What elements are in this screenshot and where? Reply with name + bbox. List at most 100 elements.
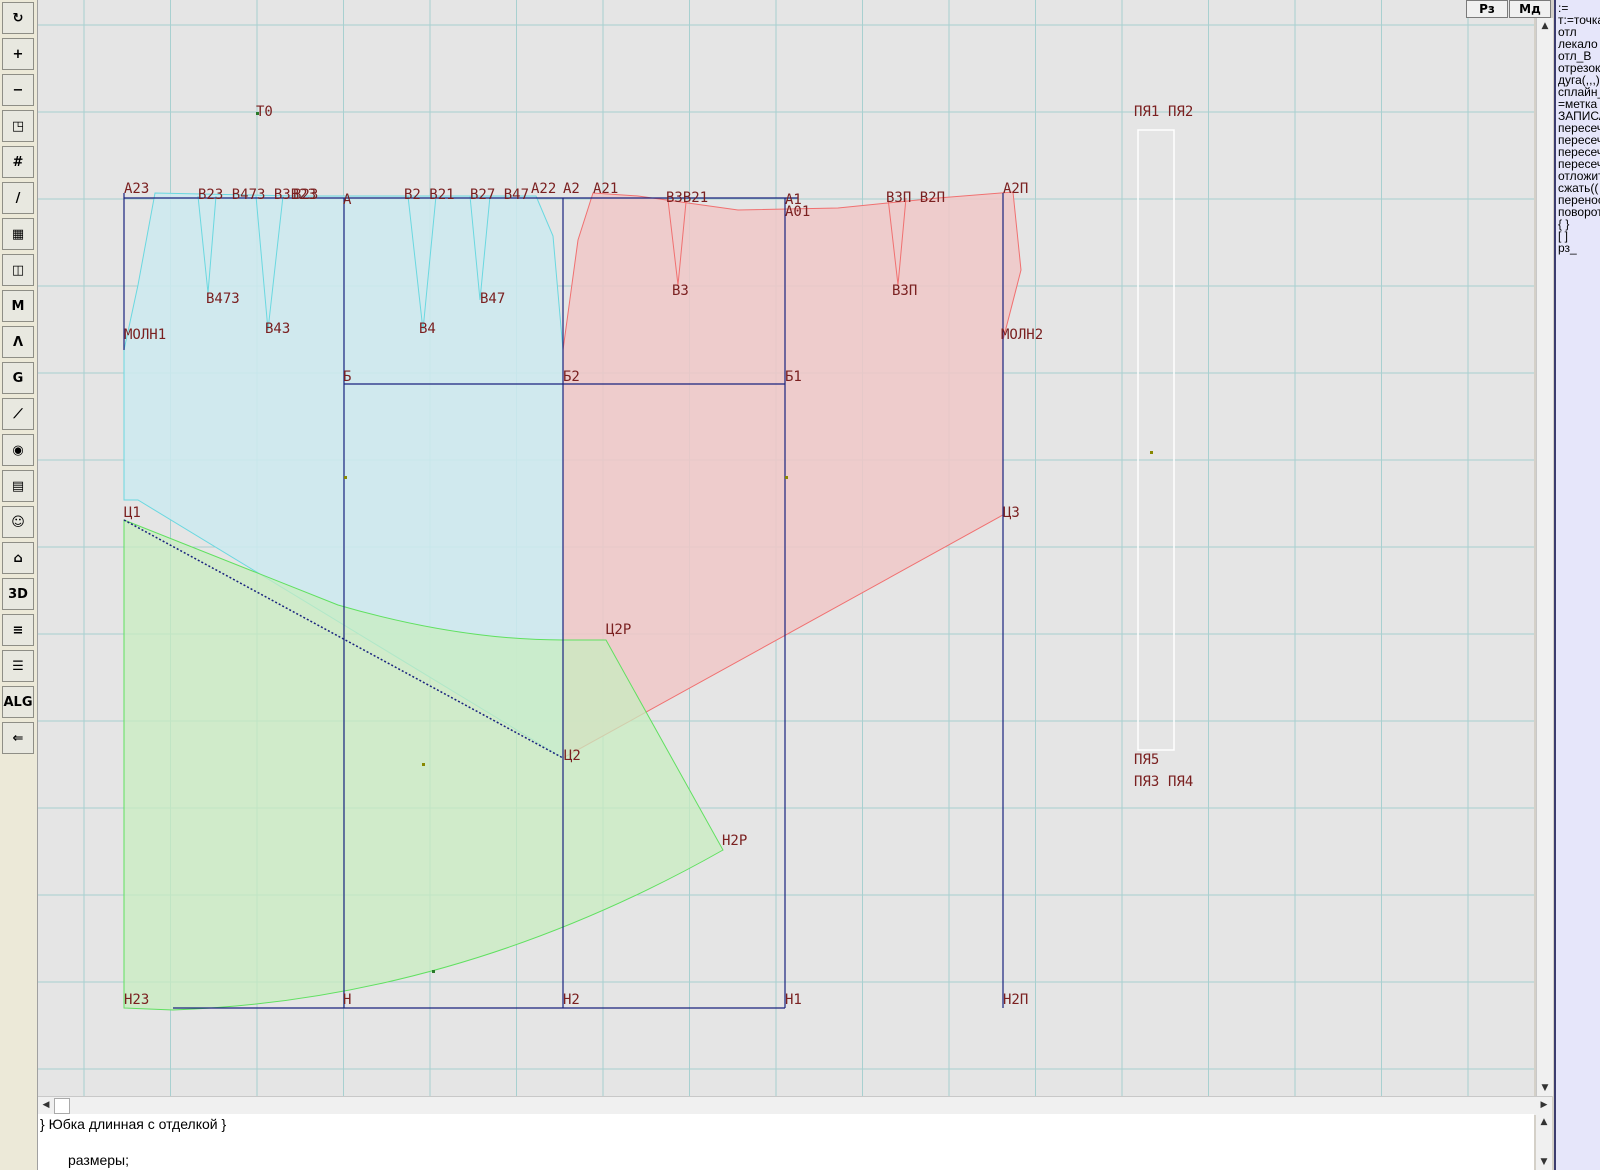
darts <box>197 195 491 331</box>
command-panel: := т:=точка отл лекало отл_В отрезок дуга(,,,)… <box>1554 0 1600 1170</box>
back-skirt-panel[interactable] <box>562 191 1022 759</box>
command-item[interactable]: отл_В <box>1558 49 1592 63</box>
label-b473: В473 <box>206 291 240 307</box>
command-item[interactable]: := <box>1558 1 1569 15</box>
scroll-left-icon[interactable]: ◀ <box>42 1100 50 1110</box>
label-back-darts-2: В3П В2П <box>886 190 945 206</box>
pocket-piece[interactable] <box>1137 129 1175 751</box>
command-item[interactable]: пересеч <box>1558 145 1600 159</box>
editor-scroll-down-icon[interactable]: ▼ <box>1540 1157 1548 1167</box>
label-a01: А01 <box>785 204 810 220</box>
grid-icon[interactable]: # <box>2 146 34 178</box>
pattern-drawing[interactable]: T0 А23 В23 В473 В3В23 В23 А В2 В21 В27 В… <box>38 0 1534 1096</box>
label-pya3: ПЯ3 <box>1134 774 1159 790</box>
label-front-darts: В23 В473 В3В23 <box>198 187 316 203</box>
command-item[interactable]: пересеч <box>1558 133 1600 147</box>
command-item[interactable]: { } <box>1558 217 1570 231</box>
command-item[interactable]: сплайн_ <box>1558 85 1600 99</box>
document-icon[interactable]: ≡ <box>2 614 34 646</box>
label-h23: Н23 <box>124 992 149 1008</box>
md-button[interactable]: Мд <box>1509 0 1551 18</box>
label-a21: А21 <box>593 181 618 197</box>
compass-icon[interactable]: Λ <box>2 326 34 358</box>
label-a1: А1 <box>785 192 802 208</box>
avatar-icon[interactable]: ☺ <box>2 506 34 538</box>
label-c2p: Ц2Р <box>606 622 631 638</box>
command-item[interactable]: сжать(( <box>1558 181 1599 195</box>
drawing-canvas[interactable]: T0 А23 В23 В473 В3В23 В23 А В2 В21 В27 В… <box>38 0 1534 1096</box>
command-item[interactable]: лекало <box>1558 37 1598 51</box>
command-item[interactable]: ЗАПИСА <box>1558 109 1600 123</box>
zoom-out-icon[interactable]: − <box>2 74 34 106</box>
command-item[interactable]: [ ] <box>1558 229 1569 243</box>
command-item[interactable]: пересеч <box>1558 157 1600 171</box>
label-h: Н <box>343 992 351 1008</box>
command-item[interactable]: отрезок <box>1558 61 1600 75</box>
code-editor[interactable]: } Юбка длинная с отделкой } размеры; <box>38 1114 1534 1170</box>
exit-icon[interactable]: ⇐ <box>2 722 34 754</box>
graph-g-icon[interactable]: G <box>2 362 34 394</box>
command-item[interactable]: =метка <box>1558 97 1598 111</box>
alg-icon[interactable]: ALG <box>2 686 34 718</box>
zoom-fit-icon[interactable]: ◳ <box>2 110 34 142</box>
command-item[interactable]: рз_ <box>1558 241 1577 255</box>
command-item[interactable]: дуга(,,,) <box>1558 73 1600 87</box>
label-h1: Н1 <box>785 992 802 1008</box>
view-3d-icon[interactable]: 3D <box>2 578 34 610</box>
map-icon[interactable]: ▦ <box>2 218 34 250</box>
pattern-piece-icon[interactable]: ◫ <box>2 254 34 286</box>
scroll-thumb[interactable] <box>54 1098 70 1114</box>
camera-icon[interactable]: ◉ <box>2 434 34 466</box>
label-b43: В43 <box>265 321 290 337</box>
command-item[interactable]: перенос <box>1558 193 1600 207</box>
label-b23: В23 <box>293 187 318 203</box>
label-b4: В4 <box>419 321 436 337</box>
label-a2: А2 <box>563 181 580 197</box>
label-b1: Б1 <box>785 369 802 385</box>
table-icon[interactable]: ▤ <box>2 470 34 502</box>
label-a22: А22 <box>531 181 556 197</box>
label-pya2: ПЯ2 <box>1168 104 1193 120</box>
canvas-horizontal-scrollbar[interactable]: ◀ ▶ <box>38 1096 1552 1115</box>
measure-m-icon[interactable]: M <box>2 290 34 322</box>
label-pya5: ПЯ5 <box>1134 752 1159 768</box>
layers-icon[interactable]: ☰ <box>2 650 34 682</box>
construction-points <box>256 112 1153 973</box>
label-pya1: ПЯ1 <box>1134 104 1159 120</box>
command-item[interactable]: отл <box>1558 25 1577 39</box>
command-list: := т:=точка отл лекало отл_В отрезок дуга(,,,)… <box>1556 0 1600 254</box>
label-a23: А23 <box>124 181 149 197</box>
line-tool-icon[interactable]: / <box>2 182 34 214</box>
label-c2: Ц2 <box>564 748 581 764</box>
editor-vertical-scrollbar[interactable]: ▲ ▼ <box>1536 1114 1552 1170</box>
jacket-icon[interactable]: ⌂ <box>2 542 34 574</box>
scroll-right-icon[interactable]: ▶ <box>1540 1100 1548 1110</box>
label-moln2: МОЛН2 <box>1001 327 1043 343</box>
label-b47: В47 <box>480 291 505 307</box>
zoom-in-icon[interactable]: + <box>2 38 34 70</box>
label-h2p: Н2Р <box>722 833 747 849</box>
scroll-up-icon[interactable]: ▲ <box>1541 21 1549 31</box>
rz-button[interactable]: Рз <box>1466 0 1508 18</box>
back-darts <box>667 197 907 286</box>
scroll-down-icon[interactable]: ▼ <box>1541 1083 1549 1093</box>
command-item[interactable]: отложит <box>1558 169 1600 183</box>
code-statement-line[interactable]: размеры; <box>68 1152 129 1168</box>
label-t0: T0 <box>256 104 273 120</box>
label-back-darts: В3В21 <box>666 190 708 206</box>
label-moln1: МОЛН1 <box>124 327 166 343</box>
ruler-icon[interactable]: ⟋ <box>2 398 34 430</box>
label-h2: Н2 <box>563 992 580 1008</box>
canvas-vertical-scrollbar[interactable]: ▲ ▼ <box>1536 18 1553 1096</box>
editor-scroll-up-icon[interactable]: ▲ <box>1540 1117 1548 1127</box>
label-c1: Ц1 <box>124 505 141 521</box>
refresh-icon[interactable]: ↻ <box>2 2 34 34</box>
label-b3p: В3П <box>892 283 917 299</box>
command-item[interactable]: поворот <box>1558 205 1600 219</box>
code-comment-line[interactable]: } Юбка длинная с отделкой } <box>40 1116 227 1132</box>
point-labels: T0 А23 В23 В473 В3В23 В23 А В2 В21 В27 В… <box>124 104 1193 1008</box>
tool-palette: ↻ + − ◳ # / ▦ ◫ M Λ G ⟋ ◉ ▤ ☺ ⌂ 3D ≡ ☰ ALG ⇐ <box>0 0 38 1170</box>
command-item[interactable]: т:=точка <box>1558 13 1600 27</box>
construction-lines <box>123 193 1004 1009</box>
command-item[interactable]: пересеч <box>1558 121 1600 135</box>
